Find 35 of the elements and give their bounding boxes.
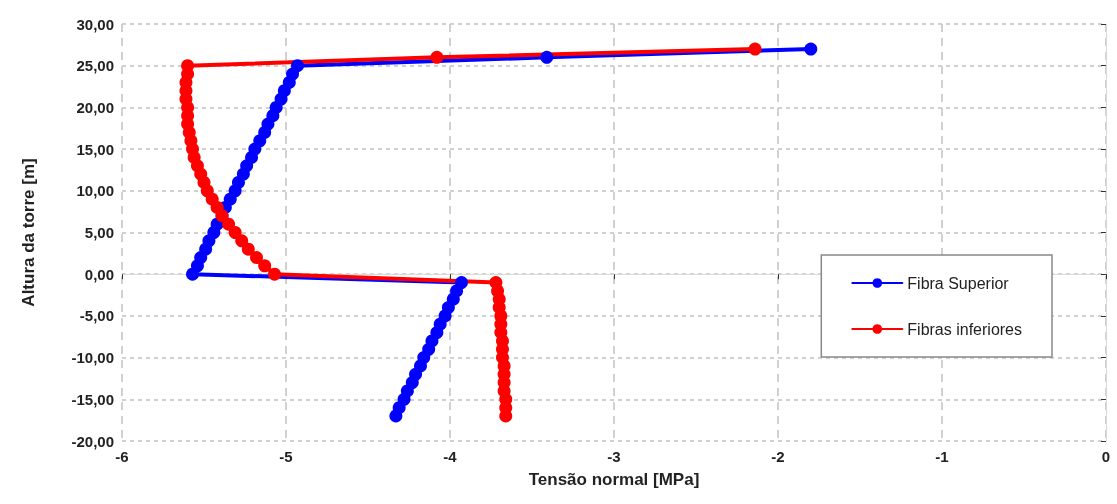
point <box>430 50 444 64</box>
x-tick-label: -6 <box>115 448 129 465</box>
x-tick-label: -1 <box>935 448 949 465</box>
point <box>222 217 236 231</box>
point <box>258 259 272 273</box>
y-tick-label: -10,00 <box>71 349 114 367</box>
point <box>290 59 304 73</box>
point <box>540 50 554 64</box>
legend-label: Fibras inferiores <box>907 320 1022 338</box>
point <box>489 276 503 290</box>
x-tick-label: 0 <box>1101 448 1111 465</box>
y-tick-label: 5,00 <box>84 224 114 241</box>
point <box>748 42 762 56</box>
point <box>228 226 242 239</box>
y-tick-label: 0,00 <box>84 265 114 283</box>
y-axis-title: Altura da torre [m] <box>19 158 38 307</box>
y-tick-label: 30,00 <box>76 15 114 33</box>
x-tick-label: -3 <box>607 448 621 465</box>
legend-label: Fibra Superior <box>907 274 1010 292</box>
y-tick-label: -15,00 <box>71 390 114 408</box>
point <box>804 42 818 56</box>
x-tick-label: -5 <box>279 448 293 465</box>
point <box>268 267 282 281</box>
x-axis-title: Tensão normal [MPa] <box>528 470 700 489</box>
y-tick-label: 20,00 <box>76 98 114 116</box>
point <box>454 276 468 290</box>
y-tick-label: -5,00 <box>79 307 114 325</box>
y-tick-label: -20,00 <box>71 432 114 450</box>
point <box>249 251 263 265</box>
x-tick-label: -4 <box>443 448 458 465</box>
x-tick-label: -2 <box>771 448 785 465</box>
y-tick-label: 15,00 <box>76 140 114 158</box>
point <box>241 242 255 256</box>
y-tick-label: 10,00 <box>76 182 114 200</box>
y-tick-label: 25,00 <box>76 57 114 75</box>
